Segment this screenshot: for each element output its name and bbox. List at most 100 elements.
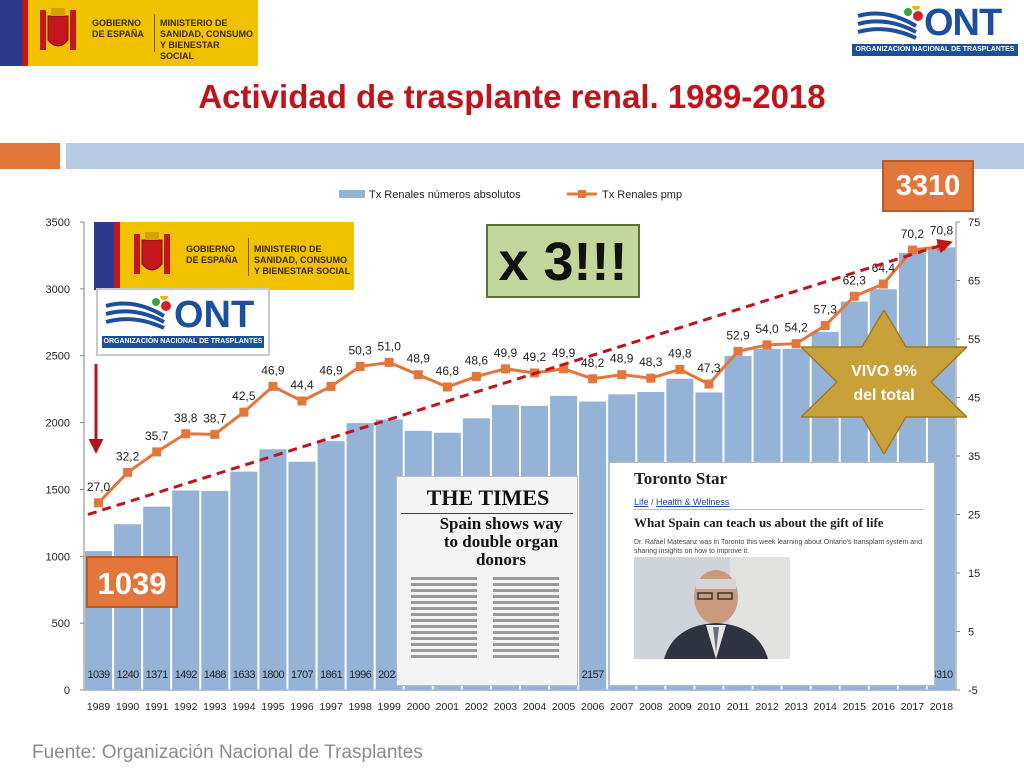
pmp-value-label: 27,0: [87, 480, 111, 494]
x-tick-label: 2007: [610, 701, 634, 713]
pmp-marker: [704, 379, 714, 389]
pmp-marker: [94, 498, 104, 508]
pmp-value-label: 52,9: [726, 328, 750, 342]
bar: [288, 461, 316, 690]
y-left-tick-label: 2500: [46, 351, 70, 363]
pmp-value-label: 32,2: [116, 449, 140, 463]
toronto-star-headline: What Spain can teach us about the gift o…: [634, 515, 884, 530]
pmp-marker: [791, 339, 801, 349]
pmp-value-label: 48,9: [407, 352, 431, 366]
pmp-marker: [559, 364, 569, 374]
bar-value-label: 1633: [233, 669, 256, 681]
toronto-star-body: Dr. Rafael Matesanz was in Toronto this …: [634, 539, 922, 555]
y-right-tick-label: 75: [968, 217, 980, 229]
ont-logo-band: ORGANIZACIÓN NACIONAL DE TRASPLANTES: [852, 44, 1018, 56]
ont-logo-overlay: ONT ORGANIZACIÓN NACIONAL DE TRASPLANTES: [96, 288, 270, 356]
bar-value-label: 1707: [291, 669, 314, 681]
y-left-tick-label: 3000: [46, 284, 70, 296]
y-left-tick-label: 500: [52, 618, 70, 630]
bar-value-label: 1861: [320, 669, 343, 681]
y-right-tick-label: 25: [968, 510, 980, 522]
x-tick-label: 2014: [814, 701, 838, 713]
pmp-value-label: 46,9: [261, 363, 285, 377]
source-caption: Fuente: Organización Nacional de Traspla…: [32, 742, 423, 763]
pmp-marker: [384, 357, 394, 367]
pmp-value-label: 35,7: [145, 429, 169, 443]
star-line-2: del total: [853, 387, 915, 404]
line-series: [94, 242, 946, 508]
x-tick-label: 2015: [843, 701, 867, 713]
ont-logo-text: ONT: [174, 294, 255, 336]
star-callout-text: VIVO 9% del total: [812, 360, 956, 408]
pmp-marker: [268, 381, 278, 391]
pmp-marker: [617, 370, 627, 380]
pmp-marker: [181, 429, 191, 439]
y-left-tick-label: 1000: [46, 551, 70, 563]
bar: [230, 471, 258, 690]
x-tick-label: 1999: [378, 701, 402, 713]
pmp-value-label: 57,3: [814, 303, 838, 317]
ont-logo-band: ORGANIZACIÓN NACIONAL DE TRASPLANTES: [102, 336, 264, 348]
gobierno-logo: GOBIERNO DE ESPAÑA MINISTERIO DE SANIDAD…: [0, 0, 258, 66]
multiplier-callout: x 3!!!: [486, 224, 640, 298]
pmp-value-label: 46,9: [319, 363, 343, 377]
accent-bar-blue: [66, 143, 1024, 169]
pmp-marker: [820, 321, 830, 331]
pmp-marker: [646, 373, 656, 383]
x-tick-label: 2003: [494, 701, 518, 713]
y-axis-right: -5 5 15 25 35 45 55 65 75: [955, 217, 980, 697]
toronto-star-masthead: Toronto Star: [634, 469, 728, 488]
crumb-health-link[interactable]: Health & Wellness: [656, 497, 730, 507]
times-masthead: THE TIMES: [426, 485, 550, 510]
pmp-value-label: 49,8: [668, 346, 692, 360]
pmp-value-label: 48,2: [581, 356, 605, 370]
the-times-clipping: THE TIMES Spain shows way to double orga…: [396, 476, 578, 686]
x-tick-label: 2013: [784, 701, 808, 713]
chart-legend: Tx Renales números absolutos Tx Renales p…: [339, 189, 682, 201]
x-tick-label: 1994: [232, 701, 256, 713]
crumb-life-link[interactable]: Life: [634, 497, 649, 507]
end-value-badge: 3310: [882, 160, 974, 212]
pmp-value-label: 38,7: [203, 411, 227, 425]
pmp-marker: [907, 245, 917, 255]
x-tick-label: 2006: [581, 701, 605, 713]
y-right-tick-label: 35: [968, 451, 980, 463]
x-tick-label: 2009: [668, 701, 692, 713]
x-tick-label: 1992: [174, 701, 198, 713]
eu-flag-icon: [0, 0, 22, 66]
ministerio-label: MINISTERIO DE SANIDAD, CONSUMO Y BIENEST…: [254, 244, 351, 276]
pmp-line: [97, 245, 942, 504]
flag-stripe: [114, 222, 120, 290]
bar-value-label: 1039: [87, 669, 110, 681]
bar: [346, 423, 374, 690]
flag-stripe: [22, 0, 28, 66]
x-axis-labels: 1989 1990 1991 1992 1993 1994 1995 1996 1997 1998…: [87, 701, 953, 713]
pmp-value-label: 62,3: [843, 273, 867, 287]
legend-bar-swatch: [339, 190, 365, 198]
pmp-marker: [442, 382, 452, 392]
x-tick-label: 1990: [116, 701, 140, 713]
bar-value-label: 1800: [262, 669, 285, 681]
line-value-labels: 27,0 32,2 35,7 38,8 38,7 42,5 46,9 44,4 46,9 50,3…: [87, 224, 954, 494]
ont-swoosh-icon: [857, 6, 923, 40]
pmp-marker: [849, 291, 859, 301]
x-tick-label: 1998: [348, 701, 372, 713]
bar-value-label: 1240: [117, 669, 140, 681]
y-right-tick-label: 45: [968, 393, 980, 405]
bar-value-label: 2157: [582, 669, 605, 681]
x-tick-label: 1995: [261, 701, 285, 713]
y-left-tick-label: 2000: [46, 418, 70, 430]
x-tick-label: 2001: [436, 701, 460, 713]
pmp-marker: [588, 374, 598, 384]
pmp-value-label: 44,4: [290, 378, 314, 392]
pmp-value-label: 70,8: [930, 224, 954, 238]
x-tick-label: 2017: [901, 701, 925, 713]
pmp-value-label: 46,8: [436, 364, 460, 378]
x-tick-label: 1997: [319, 701, 343, 713]
legend-line-marker: [578, 190, 586, 198]
pmp-marker: [675, 364, 685, 374]
breadcrumb: Life / Health & Wellness: [634, 497, 729, 507]
pmp-marker: [239, 407, 249, 417]
x-tick-label: 2000: [407, 701, 431, 713]
y-right-tick-label: -5: [968, 685, 978, 697]
